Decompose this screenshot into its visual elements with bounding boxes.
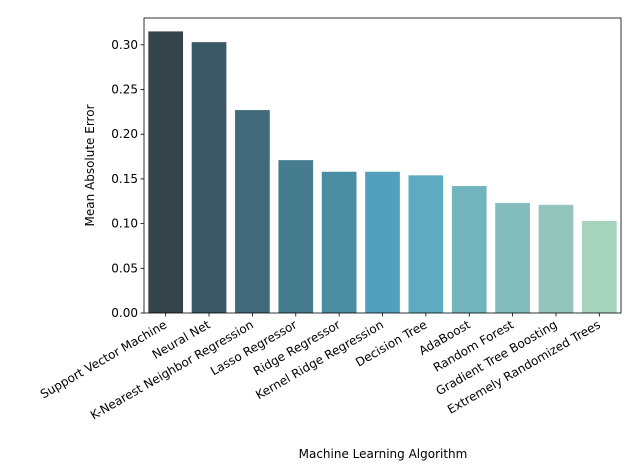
y-tick-label-2: 0.10 [111, 217, 138, 231]
y-tick-label-1: 0.05 [111, 261, 138, 275]
bars-group [148, 31, 617, 314]
bar-6 [408, 175, 444, 313]
y-tick-label-3: 0.15 [111, 172, 138, 186]
plot-frame [143, 17, 622, 314]
bar-8 [495, 203, 530, 313]
y-tick-label-4: 0.20 [111, 127, 138, 141]
y-tick-label-6: 0.30 [111, 38, 138, 52]
bar-9 [538, 204, 574, 313]
bar-10 [581, 220, 617, 313]
bar-0 [148, 31, 184, 314]
bar-1 [191, 42, 227, 314]
bar-2 [235, 110, 270, 313]
x-tick-label-2: K-Nearest Neighbor Regression [88, 317, 256, 422]
bar-7 [451, 186, 487, 313]
bar-3 [278, 160, 314, 313]
y-axis-ticks: 0.00 0.05 0.10 0.15 0.20 0.25 0.30 [111, 38, 144, 320]
y-tick-label-0: 0.00 [111, 306, 138, 320]
bar-5 [365, 171, 400, 313]
x-axis-label: Machine Learning Algorithm [299, 447, 468, 461]
y-axis-label: Mean Absolute Error [83, 104, 97, 226]
bar-4 [321, 171, 357, 313]
y-tick-label-5: 0.25 [111, 83, 138, 97]
